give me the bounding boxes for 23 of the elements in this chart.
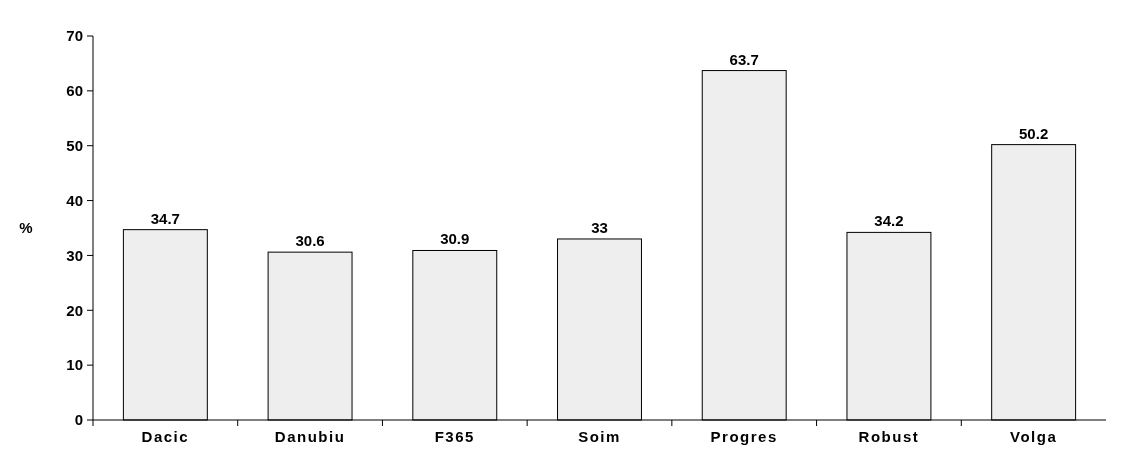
y-tick-label: 10 <box>66 356 83 374</box>
y-tick-label: 40 <box>66 191 83 209</box>
x-tick-label: Volga <box>1010 428 1058 445</box>
data-label: 33 <box>591 218 608 236</box>
x-tick-label: Danubiu <box>274 428 346 445</box>
y-tick-label: 0 <box>74 411 83 429</box>
y-tick-label: 30 <box>66 246 83 264</box>
data-label: 63.7 <box>729 50 759 68</box>
y-tick-label: 60 <box>66 82 83 100</box>
y-tick-label: 20 <box>66 301 83 319</box>
data-label: 34.7 <box>150 209 180 227</box>
data-label: 30.9 <box>440 230 470 248</box>
y-tick-label: 50 <box>66 136 83 154</box>
x-tick-label: Progres <box>710 428 778 445</box>
x-tick-label: Dacic <box>141 428 190 445</box>
y-tick-label: 70 <box>66 27 83 45</box>
data-label: 50.2 <box>1019 124 1049 142</box>
data-label: 34.2 <box>874 212 904 230</box>
y-axis-title: % <box>19 219 33 237</box>
x-tick-label: Robust <box>858 428 920 445</box>
x-tick-label: F365 <box>434 428 475 445</box>
x-tick-label: Soim <box>578 428 621 445</box>
data-label: 30.6 <box>295 232 325 250</box>
